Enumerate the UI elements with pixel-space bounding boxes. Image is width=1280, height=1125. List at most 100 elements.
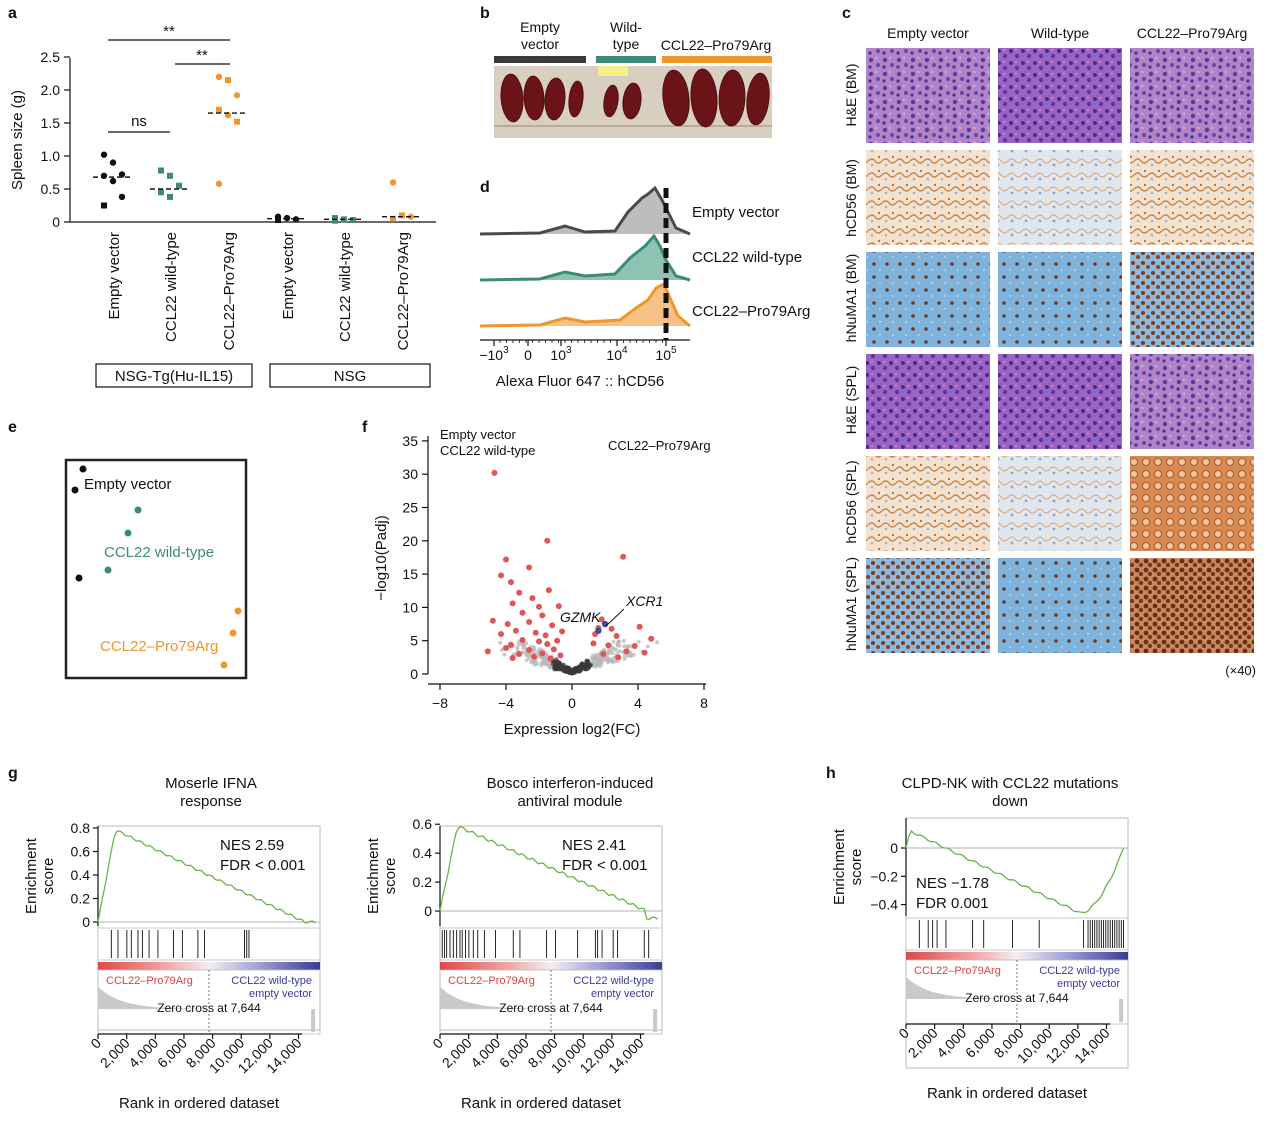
volcano-highlight-points: [484, 469, 655, 662]
volcano-bg-point: [622, 644, 627, 649]
f-ytick-label: 20: [402, 533, 418, 549]
gsea-right-class-1: CCL22 wild-type: [231, 975, 312, 987]
volcano-sig-point: [620, 553, 627, 560]
a-point: [109, 159, 117, 166]
a-category-label: CCL22 wild-type: [337, 232, 354, 342]
volcano-sig-point: [498, 631, 505, 638]
volcano-sig-point: [545, 587, 552, 594]
panel-label-f: f: [362, 419, 368, 436]
volcano-sig-point: [503, 556, 509, 563]
volcano-sig-point: [516, 651, 523, 658]
f-xtick-label: 8: [700, 695, 708, 711]
f-ytick-label: 25: [402, 500, 418, 516]
volcano-sig-point: [598, 616, 605, 623]
volcano-sig-point: [549, 622, 556, 629]
a-ytick-label: 2.0: [41, 82, 61, 98]
panel-label-g: g: [8, 765, 18, 782]
gsea-title-1: CLPD-NK with CCL22 mutations: [902, 775, 1119, 792]
gsea-title-1: Bosco interferon-induced: [487, 775, 654, 792]
volcano-bg-point: [530, 650, 535, 655]
a-ytick-label: 0.5: [41, 181, 61, 197]
gsea-xtick-label: 0: [895, 1025, 912, 1042]
c-row-4: H&E (SPL): [843, 366, 859, 434]
a-point: [225, 77, 231, 84]
volcano-sig-point: [507, 641, 514, 648]
volcano-sig-point: [526, 564, 533, 571]
gsea-ytick-label: 0.6: [71, 844, 91, 860]
volcano-bg-point: [581, 663, 586, 668]
volcano-bg-point: [544, 653, 549, 658]
sig-label-1: **: [163, 23, 175, 40]
panel-label-a: a: [8, 5, 17, 22]
volcano-left-label-2: CCL22 wild-type: [440, 443, 535, 458]
volcano-bg-point: [591, 659, 596, 664]
a-point: [389, 179, 397, 186]
gsea-rank-gradient: [98, 962, 320, 970]
gsea-title-2: down: [992, 793, 1028, 810]
gsea-ytick-label: 0: [424, 903, 432, 919]
gsea-ylabel: Enrichmentscore: [23, 837, 57, 914]
volcano-bg-point: [524, 653, 529, 658]
volcano-sig-point: [512, 627, 519, 634]
gsea-right-class-2: empty vector: [1057, 978, 1120, 990]
gsea-title-2: antiviral module: [517, 793, 622, 810]
a-point: [390, 215, 396, 222]
gsea-ytick-label: 0: [890, 840, 898, 856]
gsea-title-1: Moserle IFNA: [165, 775, 257, 792]
panel-d-histograms: −103 0 103 104 105 Alexa Fluor 647 :: hCD56 …: [479, 185, 810, 390]
panel-d-xticks: −103 0 103 104 105: [479, 340, 677, 363]
d-xtick-label: 103: [550, 345, 572, 363]
gsea-zero-cross: Zero cross at 7,644: [965, 991, 1069, 1005]
volcano-sig-point: [503, 645, 509, 652]
f-xtick-label: 0: [568, 695, 576, 711]
volcano-sig-point: [559, 628, 566, 635]
panel-label-c: c: [842, 5, 851, 22]
volcano-sig-point: [600, 651, 607, 658]
gsea-xtick-label: 4,000: [125, 1035, 161, 1071]
pca-label-mut: CCL22–Pro79Arg: [100, 638, 218, 655]
volcano-bg-point: [576, 664, 581, 669]
a-point: [275, 217, 281, 224]
gsea-xlabel: Rank in ordered dataset: [461, 1095, 622, 1112]
panel-b-spleen-photo: Empty vector Wild- type CCL22–Pro79Arg: [494, 19, 772, 138]
gsea-nes: NES 2.41: [562, 837, 626, 854]
a-ytick-label: 1.5: [41, 115, 61, 131]
d-xtick-label: 0: [524, 347, 532, 363]
panel-f-volcano: −log10(Padj) 0 5 10 15 20 25 30 35 −8 −4 0 4 8 Empt…: [373, 427, 711, 738]
f-ytick-label: 30: [402, 466, 418, 482]
gsea-ytick-label: −0.4: [870, 897, 898, 913]
volcano-sig-point: [536, 638, 542, 645]
volcano-bg-point: [515, 645, 520, 650]
volcano-xticks: −8 −4 0 4 8: [432, 684, 708, 711]
panel-label-h: h: [826, 765, 836, 782]
volcano-bg-point: [582, 666, 587, 671]
volcano-left-label-1: Empty vector: [440, 427, 517, 442]
gene-label-gzmk: GZMK: [560, 609, 601, 625]
gsea-xtick-label: 2,000: [439, 1035, 475, 1071]
volcano-sig-point: [544, 641, 551, 648]
hist-empty-fill: [480, 188, 690, 234]
gsea-nes: NES 2.59: [220, 837, 284, 854]
f-ytick-label: 10: [402, 599, 418, 615]
volcano-sig-point: [509, 655, 516, 662]
a-point: [109, 177, 117, 185]
volcano-sig-point: [605, 642, 612, 649]
c-row-3: hNuMA1 (BM): [843, 254, 859, 343]
a-category-label: Empty vector: [106, 232, 123, 320]
volcano-sig-point: [555, 603, 562, 610]
a-point: [167, 172, 173, 179]
c-col-empty: Empty vector: [887, 25, 969, 41]
a-point: [118, 193, 126, 201]
hist-mut-line: [479, 281, 691, 328]
hist-label-wt: CCL22 wild-type: [692, 249, 802, 266]
group-label-nsg-tg: NSG-Tg(Hu-IL15): [115, 368, 233, 385]
c-col-mut: CCL22–Pro79Arg: [1137, 25, 1248, 41]
volcano-bg-point: [571, 671, 576, 676]
volcano-bg-point: [527, 655, 532, 660]
volcano-sig-point: [526, 647, 533, 654]
gsea-ytick-label: −0.2: [870, 868, 898, 884]
b-bar-mut: [662, 56, 772, 63]
d-xtick-label: 105: [655, 345, 677, 363]
